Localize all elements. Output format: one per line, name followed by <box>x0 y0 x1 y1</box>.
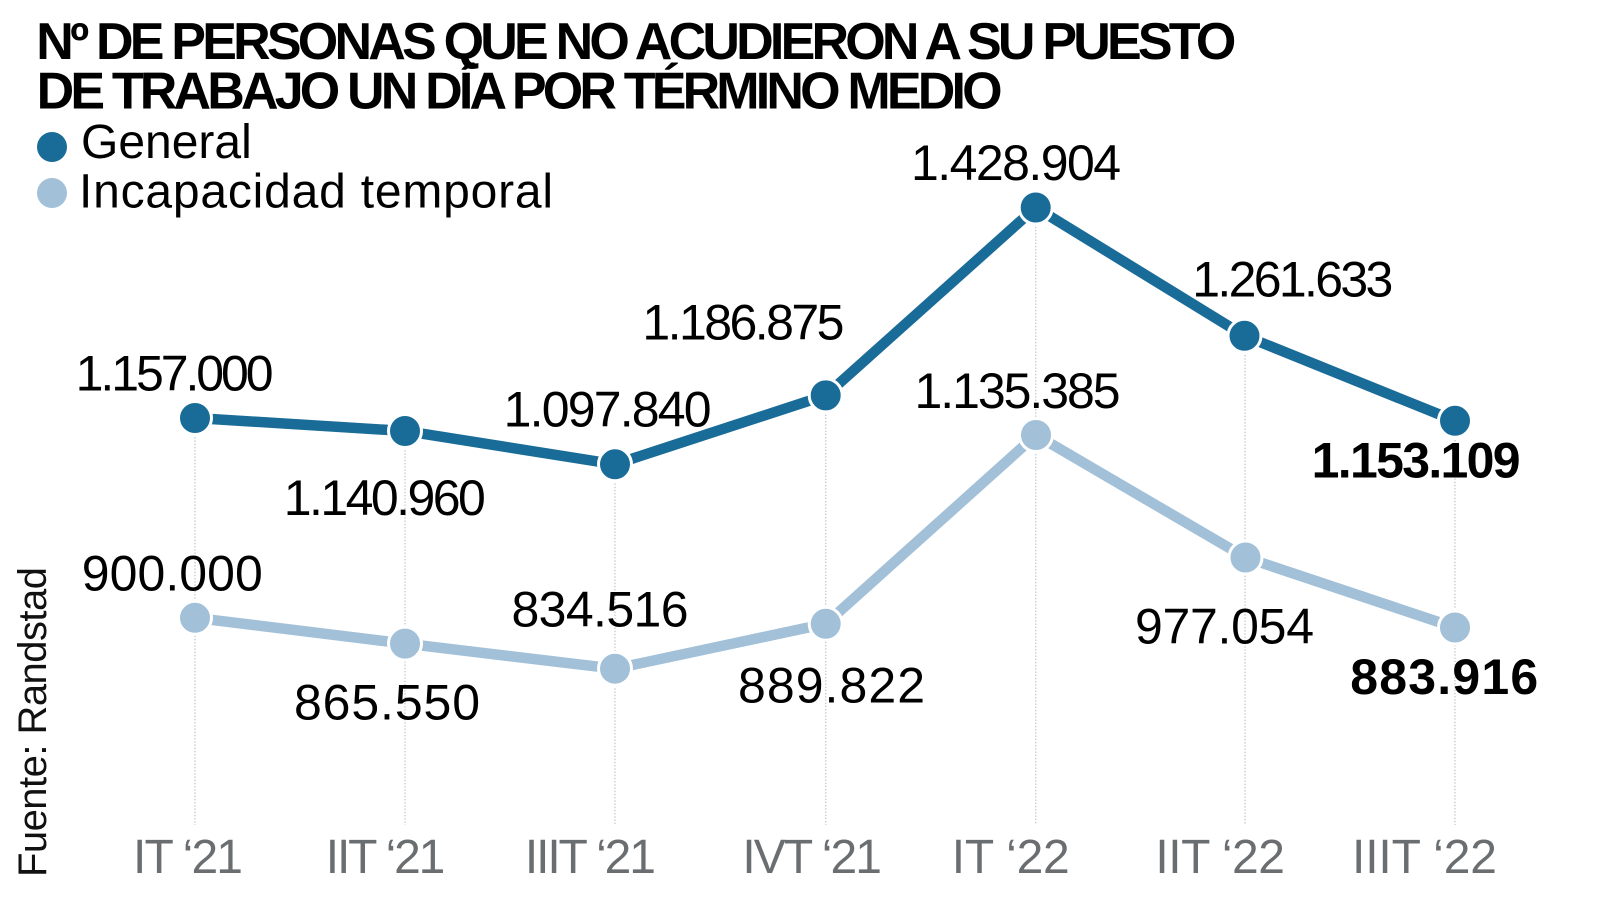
svg-text:889.822: 889.822 <box>738 657 925 713</box>
svg-text:865.550: 865.550 <box>294 675 480 731</box>
svg-text:1.261.633: 1.261.633 <box>1192 252 1393 308</box>
svg-text:DE TRABAJO UN DÍA POR TÉRMINO: DE TRABAJO UN DÍA POR TÉRMINO MEDIO <box>37 63 1003 121</box>
svg-text:General: General <box>81 116 252 169</box>
svg-text:IIIT ‘21: IIIT ‘21 <box>525 831 656 884</box>
svg-text:IIIT ‘22: IIIT ‘22 <box>1352 831 1497 884</box>
svg-text:1.428.904: 1.428.904 <box>911 135 1121 191</box>
svg-text:IIT ‘21: IIT ‘21 <box>326 831 446 884</box>
svg-text:IIT ‘22: IIT ‘22 <box>1155 831 1285 884</box>
svg-text:IT ‘21: IT ‘21 <box>133 831 243 884</box>
svg-text:977.054: 977.054 <box>1135 598 1314 654</box>
svg-text:Fuente: Randstad: Fuente: Randstad <box>11 567 55 877</box>
svg-text:883.916: 883.916 <box>1350 649 1538 705</box>
svg-text:834.516: 834.516 <box>512 581 689 637</box>
svg-text:900.000: 900.000 <box>82 546 263 602</box>
svg-text:1.186.875: 1.186.875 <box>642 295 844 351</box>
svg-text:1.157.000: 1.157.000 <box>76 345 274 401</box>
svg-text:Nº DE PERSONAS QUE NO ACUDIERO: Nº DE PERSONAS QUE NO ACUDIERON A SU PUE… <box>36 13 1236 71</box>
svg-text:IVT ‘21: IVT ‘21 <box>742 831 882 884</box>
svg-text:1.140.960: 1.140.960 <box>284 470 486 526</box>
svg-text:1.153.109: 1.153.109 <box>1312 433 1521 489</box>
svg-text:Incapacidad temporal: Incapacidad temporal <box>79 166 553 219</box>
svg-text:1.135.385: 1.135.385 <box>915 363 1121 419</box>
svg-text:1.097.840: 1.097.840 <box>504 381 712 437</box>
svg-text:IT ‘22: IT ‘22 <box>952 831 1070 884</box>
